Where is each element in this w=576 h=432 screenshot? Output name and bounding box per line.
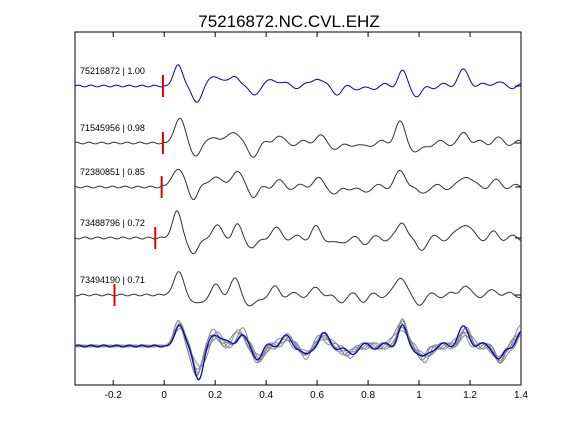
chart-title: 75216872.NC.CVL.EHZ bbox=[198, 12, 379, 31]
overlay-waveform bbox=[74, 320, 522, 376]
plot-frame bbox=[74, 31, 522, 386]
trace-label: 73494190 | 0.71 bbox=[80, 275, 145, 285]
x-tick-label: 1.2 bbox=[463, 390, 477, 401]
x-tick-label: 0.6 bbox=[310, 390, 324, 401]
x-tick-label: 1 bbox=[416, 390, 422, 401]
trace-waveform bbox=[74, 117, 522, 158]
x-axis: -0.2 0 0.2 0.4 0.6 0.8 1 1.2 1.4 bbox=[105, 32, 528, 401]
trace-label: 71545956 | 0.98 bbox=[80, 123, 145, 133]
x-tick-label: 0.2 bbox=[208, 390, 222, 401]
trace-waveform bbox=[74, 64, 522, 103]
overlay-waveform bbox=[74, 322, 522, 367]
x-tick-label: -0.2 bbox=[105, 390, 123, 401]
trace-label: 75216872 | 1.00 bbox=[80, 66, 145, 76]
x-tick-label: 0.8 bbox=[361, 390, 375, 401]
trace-waveform bbox=[74, 210, 522, 255]
overlay-waveform bbox=[74, 320, 522, 377]
x-tick-label: 0 bbox=[161, 390, 167, 401]
trace-waveform bbox=[74, 271, 522, 307]
overlay-reference-waveform bbox=[74, 324, 522, 381]
trace-stack: 75216872 | 1.00 71545956 | 0.98 72380851 |… bbox=[74, 64, 522, 307]
x-tick-label: 0.4 bbox=[259, 390, 273, 401]
x-tick-label: 1.4 bbox=[514, 390, 528, 401]
trace-waveform bbox=[74, 168, 522, 200]
overlay-stack bbox=[74, 318, 522, 381]
trace-label: 72380851 | 0.85 bbox=[80, 167, 145, 177]
trace-label: 73488796 | 0.72 bbox=[80, 218, 145, 228]
